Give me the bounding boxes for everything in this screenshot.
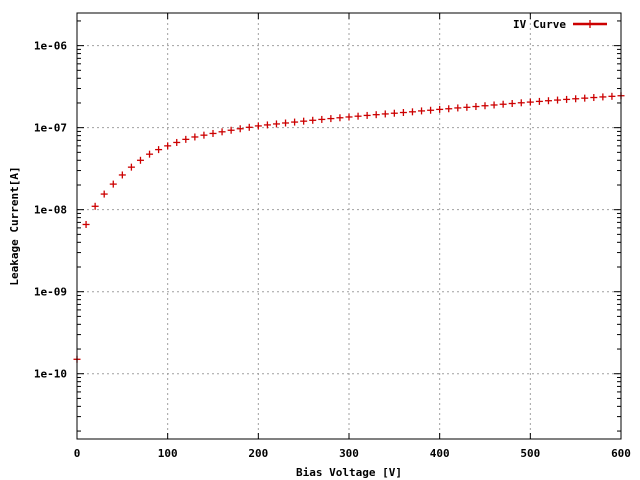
data-point xyxy=(490,101,498,109)
data-point xyxy=(436,105,444,113)
y-tick-label: 1e-07 xyxy=(34,122,67,135)
data-point xyxy=(599,93,607,101)
y-tick-label: 1e-06 xyxy=(34,40,67,53)
plot-frame xyxy=(76,12,622,440)
data-point xyxy=(146,150,154,158)
data-point xyxy=(236,125,244,133)
legend-sample-iv-curve xyxy=(573,20,607,28)
x-tick-label: 300 xyxy=(339,447,359,460)
y-tick-label: 1e-09 xyxy=(34,286,67,299)
data-point xyxy=(318,115,326,123)
data-point xyxy=(526,98,534,106)
data-point xyxy=(309,116,317,124)
data-point xyxy=(581,94,589,102)
grid-lines xyxy=(77,13,621,439)
data-point xyxy=(263,121,271,129)
data-point xyxy=(454,104,462,112)
legend-label-iv-curve: IV Curve xyxy=(513,18,566,31)
data-point xyxy=(336,114,344,122)
data-point xyxy=(209,129,217,137)
x-tick-label: 600 xyxy=(611,447,631,460)
data-point xyxy=(608,92,616,100)
data-point xyxy=(218,128,226,136)
data-point xyxy=(508,100,516,108)
data-point xyxy=(300,117,308,125)
data-point xyxy=(227,126,235,134)
data-point xyxy=(499,100,507,108)
data-point xyxy=(118,171,126,179)
data-point xyxy=(155,146,163,154)
data-point xyxy=(363,111,371,119)
data-point xyxy=(200,131,208,139)
data-point xyxy=(164,142,172,150)
data-point xyxy=(91,202,99,210)
data-point xyxy=(109,180,117,188)
x-tick-labels: 0 100 200 300 400 500 600 xyxy=(74,447,631,460)
data-point xyxy=(182,135,190,143)
data-point xyxy=(399,109,407,117)
data-point xyxy=(136,156,144,164)
data-point xyxy=(381,110,389,118)
data-point xyxy=(191,133,199,141)
data-point xyxy=(517,99,525,107)
data-point xyxy=(82,220,90,228)
data-point xyxy=(481,102,489,110)
data-point xyxy=(327,115,335,123)
x-tick-label: 100 xyxy=(158,447,178,460)
data-point xyxy=(463,103,471,111)
data-point xyxy=(282,119,290,127)
data-point xyxy=(390,109,398,117)
y-tick-labels: 1e-10 1e-09 1e-08 1e-07 1e-06 xyxy=(34,40,67,381)
data-point xyxy=(272,120,280,128)
data-point xyxy=(345,113,353,121)
data-point xyxy=(563,95,571,103)
y-tick-label: 1e-10 xyxy=(34,368,67,381)
data-point xyxy=(590,94,598,102)
data-points xyxy=(73,92,625,363)
x-tick-label: 0 xyxy=(74,447,81,460)
data-point xyxy=(100,190,108,198)
data-point xyxy=(418,107,426,115)
x-tick-label: 200 xyxy=(248,447,268,460)
data-point xyxy=(472,103,480,111)
legend: IV Curve xyxy=(513,18,607,31)
data-point xyxy=(245,123,253,131)
data-point xyxy=(127,163,135,171)
x-tick-label: 400 xyxy=(430,447,450,460)
data-point xyxy=(408,108,416,116)
y-tick-label: 1e-08 xyxy=(34,204,67,217)
x-tick-label: 500 xyxy=(520,447,540,460)
data-point xyxy=(445,105,453,113)
data-point xyxy=(254,122,262,130)
data-point xyxy=(427,106,435,114)
data-point xyxy=(372,111,380,119)
data-point xyxy=(572,95,580,103)
axis-ticks xyxy=(76,13,622,439)
data-point xyxy=(173,138,181,146)
y-axis-label: Leakage Current[A] xyxy=(8,166,21,285)
data-point xyxy=(291,118,299,126)
x-axis-label: Bias Voltage [V] xyxy=(296,466,402,479)
data-point xyxy=(354,112,362,120)
data-point xyxy=(544,97,552,105)
data-point xyxy=(535,97,543,105)
data-point xyxy=(554,96,562,104)
